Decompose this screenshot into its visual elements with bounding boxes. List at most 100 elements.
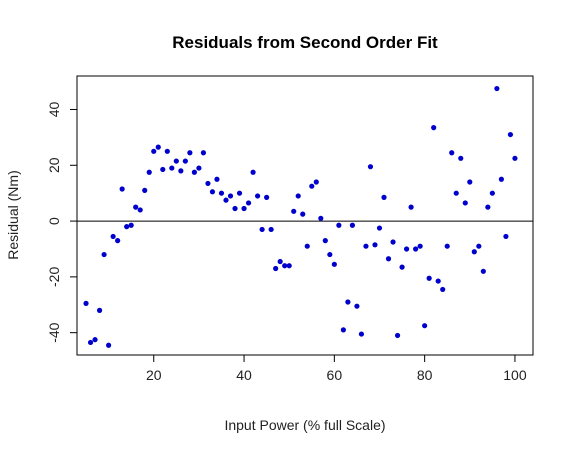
x-tick-label: 40 [236,367,252,383]
data-point [191,169,197,175]
data-point [83,300,89,306]
y-axis-label: Residual (Nm) [5,170,21,259]
data-point [151,148,157,154]
x-axis-label: Input Power (% full Scale) [224,417,385,433]
data-point [119,186,125,192]
data-point [444,243,450,249]
data-point [385,256,392,262]
data-point [376,225,383,231]
data-point [345,299,351,305]
data-point [96,307,103,313]
data-point [187,150,193,156]
data-point [133,204,139,210]
data-point [115,238,121,244]
data-point [178,168,184,174]
data-point [200,150,207,156]
data-point [462,200,468,206]
data-point [327,251,333,258]
data-point [128,222,134,228]
data-point [440,286,446,293]
data-point [390,239,396,245]
y-tick-label: 0 [46,217,62,225]
data-point [476,243,482,249]
data-point [92,337,98,343]
data-point [507,131,514,138]
data-point [182,158,188,164]
data-point [403,246,410,252]
data-point [453,190,459,196]
data-point [227,193,234,199]
data-point [291,208,297,214]
data-point [358,331,365,337]
data-point [146,169,152,175]
data-point [169,165,175,171]
x-tick-label: 80 [417,367,433,383]
data-point [250,169,256,175]
data-point [318,215,324,221]
plot-frame [76,75,534,356]
data-point [254,193,261,199]
data-point [394,332,401,339]
data-point [142,187,148,193]
data-point [173,158,179,164]
data-point [426,275,432,281]
data-point [295,193,301,199]
data-point [87,339,94,346]
data-point [480,268,486,274]
y-tick-label: 40 [46,101,62,117]
data-point [331,261,337,267]
data-points [83,85,518,348]
data-point [232,205,238,212]
data-point [160,166,166,173]
data-point [268,226,274,233]
data-point [223,197,229,203]
data-point [209,189,216,195]
data-point [485,204,491,210]
data-point [110,233,116,240]
data-point [277,258,283,265]
data-point [214,176,220,182]
data-point [363,243,369,249]
data-point [264,194,270,200]
x-tick-label: 60 [327,367,343,383]
data-point [245,200,252,206]
data-point [336,222,342,228]
data-point [431,125,437,131]
data-point [106,342,112,348]
data-point [282,263,288,269]
data-point [413,246,419,252]
data-point [196,165,202,171]
data-point [471,249,477,255]
data-point [435,278,441,284]
data-point [417,243,423,249]
data-point [349,222,356,228]
data-point [205,180,211,187]
data-point [155,144,161,150]
data-point [124,224,130,230]
data-point [137,207,143,213]
data-point [164,148,170,154]
data-point [313,179,319,185]
data-point [408,204,414,210]
y-axis: -40 -20 0 20 40 [46,101,77,343]
data-point [354,303,360,309]
data-point [422,323,428,329]
data-point [273,265,279,272]
data-point [340,327,346,333]
data-point [259,226,265,233]
data-point [322,238,328,244]
data-point [309,183,315,189]
data-point [300,211,306,217]
data-point [399,264,405,270]
data-point [218,190,225,196]
data-point [449,150,455,156]
data-point [489,190,495,196]
data-point [458,155,464,161]
chart-title: Residuals from Second Order Fit [172,33,438,52]
data-point [494,85,500,92]
data-point [304,243,310,249]
data-point [236,190,243,196]
data-point [467,179,473,185]
data-point [503,233,509,240]
